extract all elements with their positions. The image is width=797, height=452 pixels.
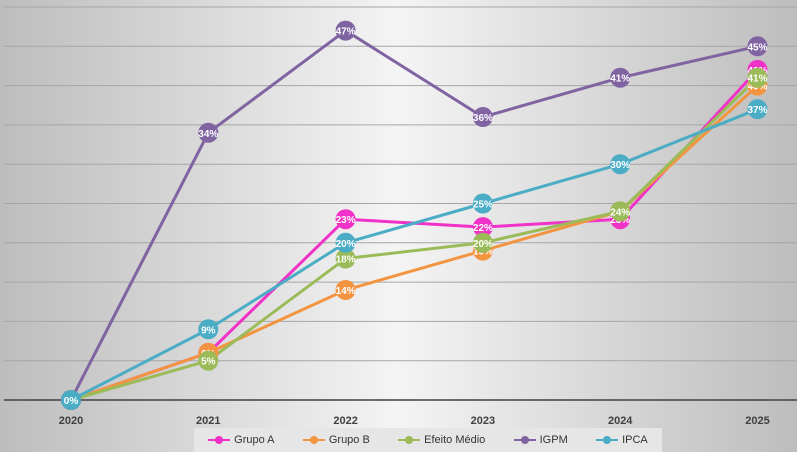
- data-point: [472, 193, 493, 214]
- legend-label: IGPM: [539, 434, 568, 446]
- data-point: [198, 350, 219, 371]
- data-label: 41%: [747, 74, 767, 85]
- data-point: [198, 122, 219, 143]
- x-tick-label: 2020: [59, 415, 83, 427]
- legend-item: Grupo B: [302, 434, 370, 446]
- data-point: [747, 67, 768, 88]
- data-point: [610, 201, 631, 222]
- x-tick-label: 2024: [608, 415, 633, 427]
- data-point: [335, 20, 356, 41]
- data-point: [335, 279, 356, 300]
- legend-swatch: [596, 435, 619, 445]
- series-line: [69, 29, 758, 401]
- legend: Grupo A Grupo B Efeito Médio IGPM IPCA: [194, 428, 662, 452]
- legend-swatch: [513, 435, 536, 445]
- data-point: [747, 99, 768, 120]
- gridlines: [4, 6, 797, 362]
- series-line: [70, 76, 759, 402]
- data-label: 9%: [201, 325, 216, 336]
- data-label: 37%: [747, 105, 767, 116]
- legend-swatch: [398, 435, 421, 445]
- data-label: 24%: [610, 207, 630, 218]
- x-tick-label: 2021: [196, 415, 220, 427]
- series-line: [70, 107, 759, 402]
- legend-label: IPCA: [622, 434, 648, 446]
- data-point: [198, 319, 219, 340]
- data-label: 34%: [198, 129, 218, 140]
- legend-item: IPCA: [596, 434, 648, 446]
- data-point: [472, 217, 493, 238]
- legend-label: Grupo A: [234, 434, 275, 446]
- legend-item: Grupo A: [208, 434, 275, 446]
- data-label: 25%: [473, 200, 493, 211]
- data-label: 23%: [336, 215, 356, 226]
- data-point: [335, 209, 356, 230]
- data-label: 45%: [747, 42, 767, 53]
- data-label: 22%: [473, 223, 493, 234]
- data-point: [335, 248, 356, 269]
- x-tick-label: 2022: [333, 415, 357, 427]
- series-line: [70, 68, 759, 402]
- legend-swatch: [302, 435, 325, 445]
- data-label: 14%: [336, 286, 356, 297]
- data-label: 20%: [473, 239, 493, 250]
- x-tick-label: 2023: [471, 415, 495, 427]
- data-point: [610, 154, 631, 175]
- legend-item: IGPM: [513, 434, 568, 446]
- data-label: 20%: [336, 239, 356, 250]
- data-point: [335, 232, 356, 253]
- data-label: 0%: [64, 396, 79, 407]
- data-label: 47%: [336, 27, 356, 38]
- data-label: 36%: [473, 113, 493, 124]
- legend-label: Efeito Médio: [424, 434, 486, 446]
- data-point: [747, 36, 768, 57]
- data-label: 30%: [610, 160, 630, 171]
- data-label: 5%: [201, 357, 216, 368]
- data-point: [61, 390, 81, 410]
- data-label: 41%: [610, 74, 630, 85]
- data-point: [610, 67, 631, 88]
- data-point: [472, 232, 493, 253]
- data-point: [472, 107, 493, 128]
- data-label: 18%: [336, 255, 356, 266]
- legend-swatch: [208, 435, 231, 445]
- legend-label: Grupo B: [328, 434, 370, 446]
- x-tick-label: 2025: [745, 415, 769, 427]
- legend-item: Efeito Médio: [398, 434, 485, 446]
